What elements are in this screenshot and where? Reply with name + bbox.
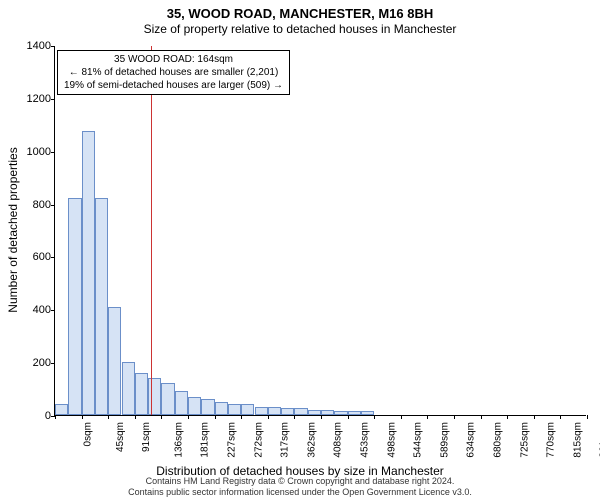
x-tick-label: 498sqm	[386, 422, 397, 458]
x-tick-label: 91sqm	[141, 422, 152, 452]
y-tick-label: 200	[11, 357, 51, 369]
histogram-bar	[55, 404, 68, 415]
histogram-bar	[108, 307, 121, 415]
x-tick-mark	[294, 415, 295, 419]
histogram-bar	[122, 362, 135, 415]
y-tick-mark	[51, 257, 55, 258]
histogram-bar	[135, 373, 148, 415]
x-tick-label: 272sqm	[253, 422, 264, 458]
x-tick-mark	[188, 415, 189, 419]
x-tick-mark	[534, 415, 535, 419]
x-tick-label: 589sqm	[439, 422, 450, 458]
x-tick-mark	[135, 415, 136, 419]
x-tick-mark	[587, 415, 588, 419]
y-tick-label: 600	[11, 251, 51, 263]
x-tick-label: 770sqm	[546, 422, 557, 458]
x-tick-label: 725sqm	[519, 422, 530, 458]
histogram-bar	[268, 407, 281, 415]
y-tick-mark	[51, 363, 55, 364]
footer-line-2: Contains public sector information licen…	[0, 487, 600, 498]
x-tick-mark	[55, 415, 56, 419]
histogram-bar	[201, 399, 214, 415]
x-tick-mark	[481, 415, 482, 419]
x-tick-mark	[108, 415, 109, 419]
x-tick-mark	[268, 415, 269, 419]
histogram-bar	[161, 383, 174, 415]
annotation-line: ← 81% of detached houses are smaller (2,…	[64, 66, 283, 79]
x-tick-mark	[454, 415, 455, 419]
histogram-bar	[188, 397, 201, 416]
x-tick-mark	[82, 415, 83, 419]
x-tick-mark	[215, 415, 216, 419]
histogram-bar	[334, 411, 347, 415]
x-tick-label: 680sqm	[493, 422, 504, 458]
x-tick-mark	[374, 415, 375, 419]
x-tick-label: 317sqm	[280, 422, 291, 458]
histogram-bar	[148, 378, 161, 415]
histogram-bar	[294, 408, 307, 415]
y-tick-label: 800	[11, 199, 51, 211]
y-tick-mark	[51, 205, 55, 206]
x-tick-label: 181sqm	[200, 422, 211, 458]
x-tick-mark	[161, 415, 162, 419]
histogram-bar	[241, 404, 254, 415]
annotation-line: 19% of semi-detached houses are larger (…	[64, 79, 283, 92]
histogram-bar	[321, 410, 334, 415]
footer-line-1: Contains HM Land Registry data © Crown c…	[0, 476, 600, 487]
x-tick-mark	[348, 415, 349, 419]
histogram-bar	[82, 131, 95, 415]
x-tick-label: 634sqm	[466, 422, 477, 458]
x-tick-label: 362sqm	[306, 422, 317, 458]
y-tick-label: 1400	[11, 40, 51, 52]
plot-region: 02004006008001000120014000sqm45sqm91sqm1…	[54, 46, 586, 416]
x-tick-label: 815sqm	[572, 422, 583, 458]
y-tick-mark	[51, 310, 55, 311]
x-tick-label: 136sqm	[173, 422, 184, 458]
x-tick-mark	[401, 415, 402, 419]
histogram-bar	[95, 198, 108, 415]
x-tick-mark	[427, 415, 428, 419]
y-tick-label: 400	[11, 304, 51, 316]
histogram-bar	[281, 408, 294, 415]
histogram-bar	[255, 407, 268, 415]
x-tick-label: 0sqm	[82, 422, 93, 446]
y-axis-label: Number of detached properties	[6, 147, 20, 312]
reference-line	[151, 46, 152, 415]
histogram-bar	[361, 411, 374, 415]
page-title: 35, WOOD ROAD, MANCHESTER, M16 8BH	[0, 0, 600, 21]
x-tick-mark	[560, 415, 561, 419]
histogram-bar	[308, 410, 321, 415]
histogram-bar	[175, 391, 188, 415]
annotation-box: 35 WOOD ROAD: 164sqm← 81% of detached ho…	[57, 50, 290, 95]
x-tick-label: 408sqm	[333, 422, 344, 458]
histogram-bar	[68, 198, 81, 415]
x-tick-label: 45sqm	[115, 422, 126, 452]
y-tick-label: 1200	[11, 93, 51, 105]
histogram-bar	[348, 411, 361, 415]
x-tick-label: 453sqm	[360, 422, 371, 458]
x-tick-mark	[507, 415, 508, 419]
y-tick-label: 0	[11, 410, 51, 422]
x-tick-mark	[321, 415, 322, 419]
y-tick-mark	[51, 152, 55, 153]
y-tick-mark	[51, 99, 55, 100]
x-tick-label: 544sqm	[413, 422, 424, 458]
histogram-bar	[228, 404, 241, 415]
x-tick-mark	[241, 415, 242, 419]
footer: Contains HM Land Registry data © Crown c…	[0, 476, 600, 498]
y-tick-label: 1000	[11, 146, 51, 158]
y-tick-mark	[51, 46, 55, 47]
chart-area: 02004006008001000120014000sqm45sqm91sqm1…	[54, 46, 586, 416]
x-tick-label: 227sqm	[227, 422, 238, 458]
page-subtitle: Size of property relative to detached ho…	[0, 21, 600, 36]
annotation-line: 35 WOOD ROAD: 164sqm	[64, 53, 283, 66]
histogram-bar	[215, 402, 228, 415]
